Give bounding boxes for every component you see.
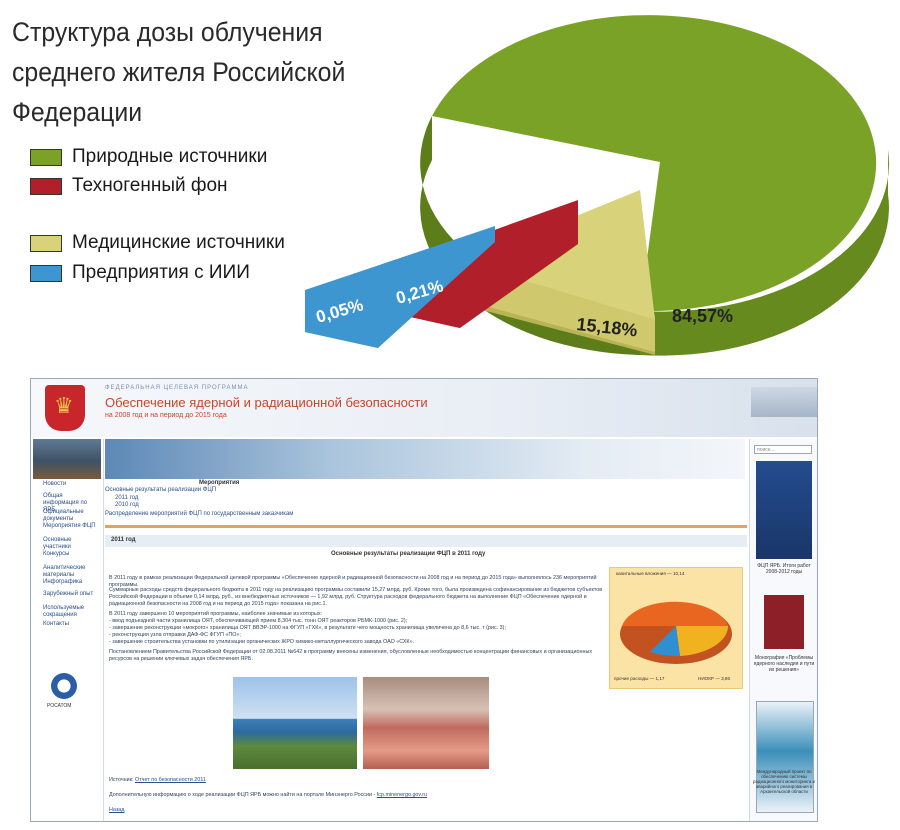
site-banner — [105, 439, 745, 479]
book-cover-monograph[interactable] — [764, 595, 804, 649]
caption-results[interactable]: ФЦП ЯРБ. Итоги работ 2008-2012 годы — [757, 563, 811, 575]
site-header: ФЕДЕРАЛЬНАЯ ЦЕЛЕВАЯ ПРОГРАММА Обеспечени… — [31, 379, 817, 437]
nav-foreign-experience[interactable]: Зарубежный опыт — [43, 591, 94, 597]
legend-item-enterprises: Предприятия с ИИИ — [30, 260, 250, 286]
slice-natural-side-2 — [640, 150, 889, 356]
site-sidebar: Новости Общая информация по ЯРБ Официаль… — [31, 439, 104, 821]
year-label: 2011 год — [111, 537, 136, 543]
back-link[interactable]: Назад — [109, 807, 125, 813]
more-info-line: Дополнительную информацию о ходе реализа… — [109, 792, 427, 798]
content-paragraph-1: В 2011 году в рамках реализации Федераль… — [109, 575, 597, 588]
nav-analytics[interactable]: Аналитические материалы — [43, 565, 86, 578]
orange-divider — [105, 525, 747, 528]
rosatom-logo-text: РОСАТОМ — [47, 703, 72, 709]
book-cover-results[interactable] — [756, 461, 812, 559]
caption-monograph[interactable]: Монография «Проблемы ядерного наследия и… — [753, 655, 815, 673]
legend-label-enterprises: Предприятия с ИИИ — [72, 262, 250, 283]
nav-participants[interactable]: Основные участники — [43, 537, 72, 550]
nav-official-docs[interactable]: Официальные документы — [43, 509, 84, 522]
content-bullet-3: - реконструкция узла отправки ДАФ-ФС ФГУ… — [109, 632, 241, 638]
legend-item-technogenic: Техногенный фон — [30, 173, 228, 199]
content-heading: Основные результаты реализации ФЦП в 201… — [331, 551, 486, 557]
legend-label-natural: Природные источники — [72, 146, 268, 167]
nav-contests[interactable]: Конкурсы — [43, 551, 70, 557]
content-bullet-2: - завершение реконструкции «мокрого» хра… — [109, 625, 506, 631]
breadcrumb-link-distribution[interactable]: Распределение мероприятий ФЦП по государ… — [105, 511, 294, 517]
slice-enterprises — [305, 226, 495, 348]
source-label: Источник: — [109, 777, 134, 783]
legend-item-medical: Медицинские источники — [30, 230, 285, 256]
nav-measures[interactable]: Мероприятия ФЦП — [43, 523, 96, 529]
content-bullet-4: - завершение строительства установки по … — [109, 639, 415, 645]
book-cover-project[interactable] — [756, 701, 814, 813]
mini-pie-chart: капитальные вложения — 10,14 прочие расх… — [609, 567, 743, 689]
mini-slice-rnd — [650, 626, 680, 657]
nav-contacts[interactable]: Контакты — [43, 621, 69, 627]
site-program-label: ФЕДЕРАЛЬНАЯ ЦЕЛЕВАЯ ПРОГРАММА — [105, 385, 249, 391]
nav-general-info[interactable]: Общая информация по ЯРБ — [43, 493, 88, 513]
photo-storage-interior — [363, 677, 489, 769]
legend-swatch-natural — [30, 148, 62, 166]
breadcrumb-title: Мероприятия — [199, 480, 240, 486]
content-paragraph-3: В 2011 году завершено 10 мероприятий про… — [109, 611, 323, 617]
mini-pie-svg — [620, 601, 732, 664]
legend-swatch-technogenic — [30, 177, 62, 195]
sidebar-photo — [33, 439, 101, 479]
label-natural: 84,57% — [672, 306, 733, 326]
nav-news[interactable]: Новости — [43, 481, 67, 487]
chart-title: Структура дозы облучения среднего жителя… — [12, 17, 346, 127]
slice-natural — [432, 15, 877, 312]
breadcrumb-link-results[interactable]: Основные результаты реализации ФЦП — [105, 487, 217, 493]
mini-label-rnd: НИОКР — 3,86 — [698, 676, 731, 681]
caption-project[interactable]: Международный проект по обеспечению сист… — [753, 769, 815, 794]
website-screenshot: ФЕДЕРАЛЬНАЯ ЦЕЛЕВАЯ ПРОГРАММА Обеспечени… — [30, 378, 818, 822]
mini-slice-other — [676, 626, 729, 656]
search-input[interactable]: поиск... — [754, 445, 812, 454]
legend-swatch-enterprises — [30, 264, 62, 282]
breadcrumb-link-2010[interactable]: 2010 год — [115, 502, 139, 508]
mini-label-capital: капитальные вложения — 10,14 — [616, 571, 685, 576]
site-title: Обеспечение ядерной и радиационной безоп… — [105, 395, 428, 410]
year-bar — [105, 535, 747, 547]
photo-storage-construction — [233, 677, 357, 769]
rosatom-logo-icon — [49, 671, 79, 701]
nav-abbreviations[interactable]: Используемые сокращения — [43, 605, 85, 618]
more-info-text: Дополнительную информацию о ходе реализа… — [109, 792, 376, 798]
content-paragraph-4: Постановлением Правительства Российской … — [109, 649, 593, 662]
content-paragraph-2: Суммарные расходы средств федерального б… — [109, 587, 603, 607]
legend-label-medical: Медицинские источники — [72, 232, 285, 253]
site-subtitle: на 2008 год и на период до 2015 года — [105, 412, 227, 419]
legend-label-technogenic: Техногенный фон — [72, 175, 228, 196]
legend-item-natural: Природные источники — [30, 144, 267, 170]
legend-swatch-medical — [30, 234, 62, 252]
source-link[interactable]: Отчет по безопасности 2011 — [135, 777, 206, 783]
site-right-column: поиск... ФЦП ЯРБ. Итоги работ 2008-2012 … — [749, 439, 817, 821]
content-bullet-1: - ввод подъездной части хранилища ОЯТ, о… — [109, 618, 408, 624]
slice-technogenic — [388, 200, 578, 328]
pie-chart: 0,05% 0,21% 15,18% 84,57% — [305, 15, 889, 356]
mini-slice-capital — [622, 601, 728, 626]
coat-of-arms-icon — [45, 385, 85, 431]
mini-label-other: прочие расходы — 1,17 — [614, 676, 665, 681]
source-line: Источник: Отчет по безопасности 2011 — [109, 777, 206, 783]
breadcrumb-link-2011[interactable]: 2011 год — [115, 495, 139, 501]
header-skyline-image — [751, 387, 817, 417]
more-info-link[interactable]: fcp.minenergo.gov.ru — [376, 792, 428, 798]
nav-infographics[interactable]: Инфографика — [43, 579, 83, 585]
